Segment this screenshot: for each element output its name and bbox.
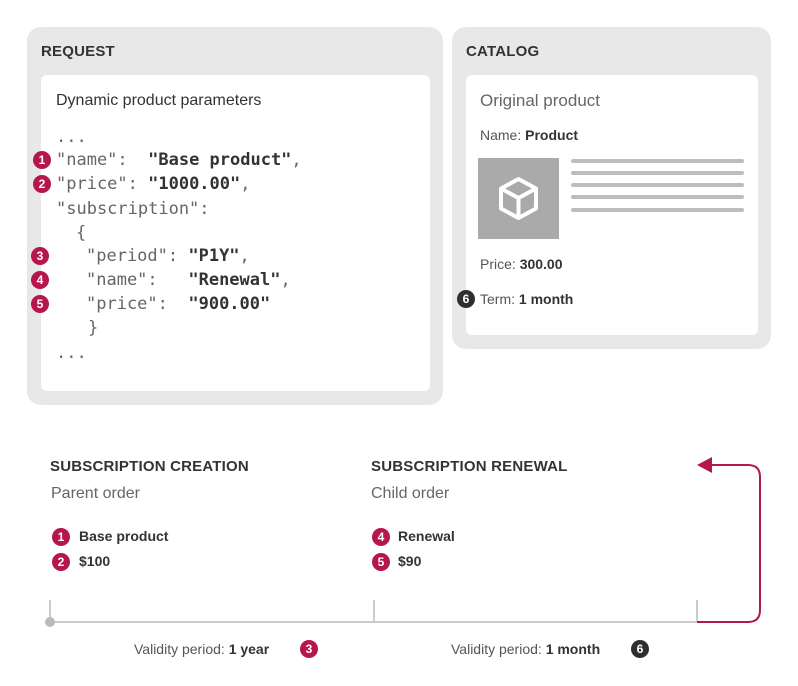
badge-5-renewal: 5 <box>372 553 390 571</box>
badge-2-request: 2 <box>33 175 51 193</box>
renewal-validity-label: Validity period: <box>451 641 546 657</box>
badge-1-request: 1 <box>33 151 51 169</box>
badge-5-request: 5 <box>31 295 49 313</box>
badge-2-creation: 2 <box>52 553 70 571</box>
catalog-heading: CATALOG <box>466 43 540 60</box>
renewal-validity-value: 1 month <box>545 641 601 657</box>
creation-validity-label: Validity period: <box>134 641 229 657</box>
catalog-card-title: Original product <box>480 91 601 110</box>
renewal-item-1: Renewal <box>398 528 455 544</box>
renewal-validity: Validity period: 1 month <box>451 641 600 657</box>
request-card <box>41 75 430 391</box>
catalog-price-value: 300.00 <box>519 256 563 272</box>
code-line-sub-name: "name": "Renewal", <box>86 268 291 292</box>
code-comma: , <box>291 150 302 170</box>
code-val-name: "Base product" <box>148 150 292 170</box>
code-val-sub-name: "Renewal" <box>188 270 281 290</box>
code-line-brace-close: } <box>88 318 99 338</box>
placeholder-line <box>571 208 744 212</box>
code-line-subscription: "subscription": <box>56 199 210 219</box>
code-dots-bottom: ... <box>56 343 87 363</box>
creation-validity-value: 1 year <box>228 641 270 657</box>
renewal-loop-arrow <box>697 464 761 623</box>
renewal-subtitle: Child order <box>371 485 450 502</box>
code-comma: , <box>239 246 250 266</box>
badge-3-validity: 3 <box>300 640 318 658</box>
code-dots-top: ... <box>56 127 87 147</box>
renewal-loop-arrowhead <box>697 457 712 473</box>
badge-4-renewal: 4 <box>372 528 390 546</box>
code-line-sub-price: "price": "900.00" <box>86 292 270 316</box>
creation-item-2: $100 <box>79 553 111 569</box>
creation-validity: Validity period: 1 year <box>134 641 269 657</box>
catalog-term-value: 1 month <box>518 291 574 307</box>
renewal-item-2: $90 <box>398 553 422 569</box>
badge-3-request: 3 <box>31 247 49 265</box>
creation-subtitle: Parent order <box>51 485 140 502</box>
badge-6-validity: 6 <box>631 640 649 658</box>
code-key-name: "name": <box>56 150 149 170</box>
placeholder-line <box>571 183 744 187</box>
code-key-sub-price: "price": <box>86 294 189 314</box>
timeline-start-dot <box>45 617 55 627</box>
code-val-price: "1000.00" <box>148 174 241 194</box>
box-icon <box>499 177 538 220</box>
code-comma: , <box>240 174 251 194</box>
catalog-term: Term: 1 month <box>480 291 573 307</box>
catalog-price: Price: 300.00 <box>480 256 563 272</box>
code-line-brace-open: { <box>76 223 87 243</box>
request-heading: REQUEST <box>41 43 115 60</box>
product-image <box>478 158 559 239</box>
creation-item-1: Base product <box>79 528 169 544</box>
code-val-sub-price: "900.00" <box>188 294 271 314</box>
placeholder-line <box>571 195 744 199</box>
badge-1-creation: 1 <box>52 528 70 546</box>
catalog-price-label: Price: <box>480 256 520 272</box>
creation-heading: SUBSCRIPTION CREATION <box>50 458 249 475</box>
catalog-name-label: Name: <box>480 127 526 143</box>
code-key-period: "period": <box>86 246 189 266</box>
code-line-name: "name": "Base product", <box>56 148 302 172</box>
catalog-name-value: Product <box>525 127 579 143</box>
code-key-sub-name: "name": <box>86 270 189 290</box>
code-comma: , <box>280 270 291 290</box>
code-key-price: "price": <box>56 174 149 194</box>
request-card-title: Dynamic product parameters <box>56 92 262 109</box>
placeholder-line <box>571 159 744 163</box>
code-line-period: "period": "P1Y", <box>86 244 250 268</box>
catalog-name: Name: Product <box>480 127 578 143</box>
catalog-term-label: Term: <box>480 291 519 307</box>
badge-4-request: 4 <box>31 271 49 289</box>
placeholder-line <box>571 171 744 175</box>
code-line-price: "price": "1000.00", <box>56 172 251 196</box>
renewal-heading: SUBSCRIPTION RENEWAL <box>371 458 568 475</box>
code-val-period: "P1Y" <box>188 246 240 266</box>
badge-6-catalog: 6 <box>457 290 475 308</box>
